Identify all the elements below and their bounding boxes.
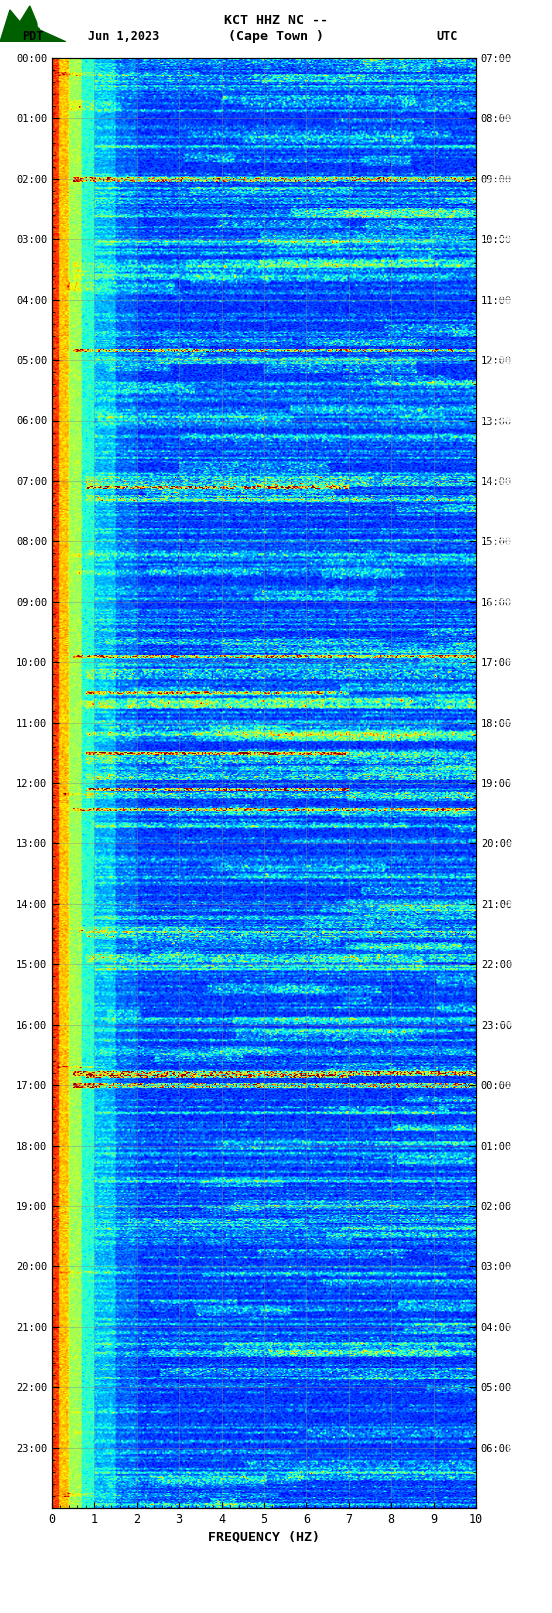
Text: UTC: UTC	[436, 31, 458, 44]
Polygon shape	[0, 6, 66, 42]
Text: (Cape Town ): (Cape Town )	[228, 31, 324, 44]
Text: KCT HHZ NC --: KCT HHZ NC --	[224, 15, 328, 27]
Text: Jun 1,2023: Jun 1,2023	[88, 31, 160, 44]
X-axis label: FREQUENCY (HZ): FREQUENCY (HZ)	[208, 1531, 320, 1544]
Text: PDT: PDT	[22, 31, 44, 44]
Text: USGS: USGS	[36, 18, 66, 31]
